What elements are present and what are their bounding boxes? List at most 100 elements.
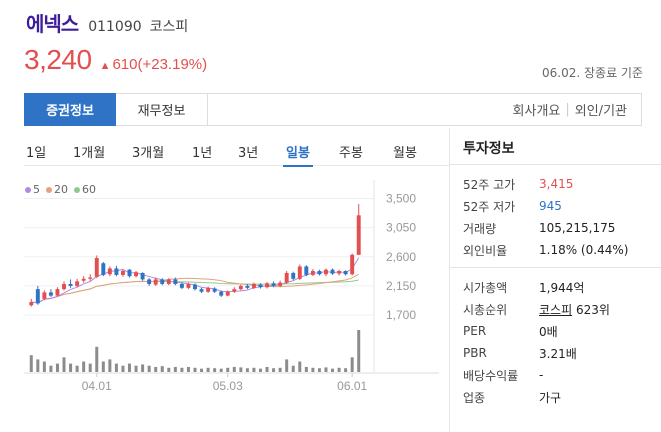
y-tick-label: 2,600 [386,250,416,264]
x-tick-label: 04.01 [82,379,112,393]
candle-body [219,291,224,296]
candle-body [206,287,211,292]
volume-bar [331,368,335,372]
info-row: 시총순위 코스피 623위 [463,298,653,320]
investment-group-1: 52주 고가 3,415 52주 저가 945 거래량 105,215,175 외인비율 1.… [463,173,653,261]
candle-body [101,263,106,275]
volume-bar [278,367,282,372]
info-value: 945 [539,199,562,213]
info-label: 외인비율 [463,243,508,258]
period-monthly[interactable]: 월봉 [393,146,417,161]
info-tab-bar: 증권정보 재무정보 회사개요 | 외인/기관 [24,93,642,126]
x-tick-label: 06.01 [337,379,367,393]
candle-body [310,271,315,275]
info-label: PBR [463,346,487,360]
y-tick-label: 1,700 [386,308,416,322]
price-chart[interactable]: 3,500 3,050 2,600 2,150 1,700 04.01 05.03 06.01 [24,170,439,395]
info-row: 52주 저가 945 [463,195,653,217]
market-rank-link[interactable]: 코스피 [539,302,573,317]
company-overview-link[interactable]: 회사개요 [512,104,561,119]
candle-body [317,271,322,275]
ma60-dot-icon [74,187,80,193]
period-tabs: 1일 1개월 3개월 1년 3년 일봉 주봉 월봉 [24,138,450,167]
candle-body [238,285,243,290]
volume-bar [324,367,328,372]
volume-bar [128,363,132,372]
info-value[interactable]: 코스피 623위 [539,301,610,318]
candle-body [337,271,342,274]
info-row: PER 0배 [463,320,653,342]
tab-right-links: 회사개요 | 외인/기관 [513,94,641,125]
market-name: 코스피 [149,19,189,35]
volume-bar [357,330,361,372]
info-row: 업종 가구 [463,386,653,408]
volume-bar [42,361,46,372]
info-value: 3,415 [539,177,574,191]
candle-body [324,269,328,275]
ma20-line [31,273,359,304]
stock-header: 에넥스 011090 코스피 [26,8,188,38]
price-change-value: 610(+23.19%) [112,56,208,73]
period-1d[interactable]: 1일 [26,146,47,161]
period-1m[interactable]: 1개월 [73,146,106,161]
period-3y[interactable]: 3년 [238,146,259,161]
volume-bar [82,361,86,372]
divider [449,164,661,165]
volume-bar [245,368,249,372]
volume-bar [69,363,73,372]
candle-body [134,272,139,277]
candle-body [291,272,296,279]
info-label: 52주 고가 [463,177,516,192]
volume-bar [147,365,151,372]
volume-bar [62,357,66,372]
period-3m[interactable]: 3개월 [132,146,165,161]
candle-body [48,292,53,296]
period-weekly[interactable]: 주봉 [339,146,363,161]
info-value[interactable]: 가구 [539,390,562,405]
x-tick-label: 05.03 [213,379,243,393]
tab-financial-info[interactable]: 재무정보 [116,94,208,125]
info-label: 52주 저가 [463,199,516,214]
candle-body [147,279,152,284]
volume-bar [180,367,184,372]
panel-divider [449,128,450,432]
info-label: 배당수익률 [463,368,519,383]
candle-body [55,289,60,296]
volume-bar [272,368,276,372]
volume-bar [219,368,223,372]
candle-body [265,283,270,288]
volume-bar [252,367,256,372]
ma5-line [31,257,360,304]
candle-body [251,283,256,288]
foreign-institution-link[interactable]: 외인/기관 [574,104,627,119]
tab-securities-info[interactable]: 증권정보 [24,93,116,126]
period-daily[interactable]: 일봉 [283,142,313,167]
volume-bar [101,361,105,372]
legend-ma5: 5 [25,183,40,196]
candle-body [356,215,361,255]
candle-body [232,289,237,292]
info-label: 업종 [463,390,486,405]
volume-bar [285,359,289,372]
candle-body [278,282,283,286]
candle-body [284,272,289,283]
candle-body [350,254,355,275]
volume-bar [344,368,348,372]
candle-body [304,266,309,275]
info-value: 1.18% (0.44%) [539,243,629,257]
info-label: PER [463,324,487,338]
legend-ma60: 60 [74,183,96,196]
period-1y[interactable]: 1년 [192,146,213,161]
candle-body [42,292,47,299]
volume-bar [49,365,53,372]
y-tick-label: 3,050 [386,221,416,235]
stock-name[interactable]: 에넥스 [26,12,79,36]
volume-bar [291,365,295,372]
info-row: PBR 3.21배 [463,342,653,364]
link-separator: | [565,102,570,117]
candle-body [88,277,93,279]
candle-body [166,279,171,284]
volume-bar [311,367,315,372]
candle-body [140,272,145,280]
candle-body [68,283,73,286]
